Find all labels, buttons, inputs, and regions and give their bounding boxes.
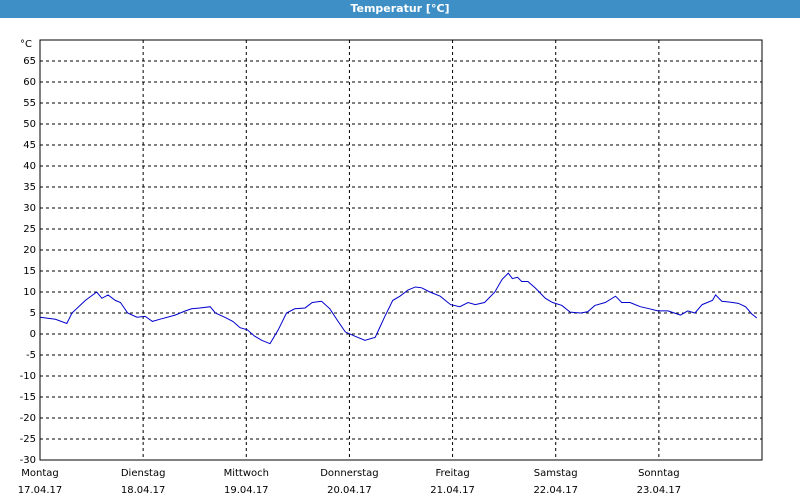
y-tick-label: 35 bbox=[23, 182, 36, 193]
y-tick-label: 20 bbox=[23, 245, 36, 256]
y-tick-label: -15 bbox=[20, 392, 36, 403]
y-tick-label: 60 bbox=[23, 77, 36, 88]
y-tick-label: -25 bbox=[20, 434, 36, 445]
x-tick-date: 21.04.17 bbox=[430, 485, 475, 496]
y-tick-label: 15 bbox=[23, 266, 36, 277]
y-tick-label: 5 bbox=[30, 308, 36, 319]
y-tick-label: 30 bbox=[23, 203, 36, 214]
x-tick-label: Samstag bbox=[534, 468, 578, 479]
y-unit: °C bbox=[20, 39, 32, 50]
y-tick-label: -5 bbox=[26, 350, 36, 361]
plot-border bbox=[39, 39, 763, 461]
x-tick-date: 23.04.17 bbox=[637, 485, 682, 496]
title-bar: Temperatur [°C] bbox=[0, 0, 800, 18]
x-tick-label: Mittwoch bbox=[224, 468, 269, 479]
y-tick-label: 45 bbox=[23, 140, 36, 151]
y-tick-label: 0 bbox=[30, 329, 36, 340]
x-tick-date: 19.04.17 bbox=[224, 485, 269, 496]
y-tick-label: -20 bbox=[20, 413, 36, 424]
y-tick-label: 50 bbox=[23, 119, 36, 130]
y-tick-label: -30 bbox=[20, 455, 36, 466]
y-tick-label: 25 bbox=[23, 224, 36, 235]
x-tick-date: 18.04.17 bbox=[121, 485, 166, 496]
x-tick-label: Montag bbox=[21, 468, 58, 479]
x-tick-label: Sonntag bbox=[638, 468, 680, 479]
x-tick-label: Donnerstag bbox=[320, 468, 378, 479]
series-line bbox=[39, 272, 758, 345]
x-tick-date: 17.04.17 bbox=[18, 485, 63, 496]
y-tick-label: 55 bbox=[23, 98, 36, 109]
x-tick-label: Freitag bbox=[435, 468, 469, 479]
y-tick-label: 65 bbox=[23, 56, 36, 67]
x-tick-date: 22.04.17 bbox=[533, 485, 578, 496]
y-tick-label: 10 bbox=[23, 287, 36, 298]
x-tick-label: Dienstag bbox=[121, 468, 166, 479]
x-tick-date: 20.04.17 bbox=[327, 485, 372, 496]
y-tick-label: 40 bbox=[23, 161, 36, 172]
y-tick-label: -10 bbox=[20, 371, 36, 382]
chart-title: Temperatur [°C] bbox=[350, 2, 450, 15]
